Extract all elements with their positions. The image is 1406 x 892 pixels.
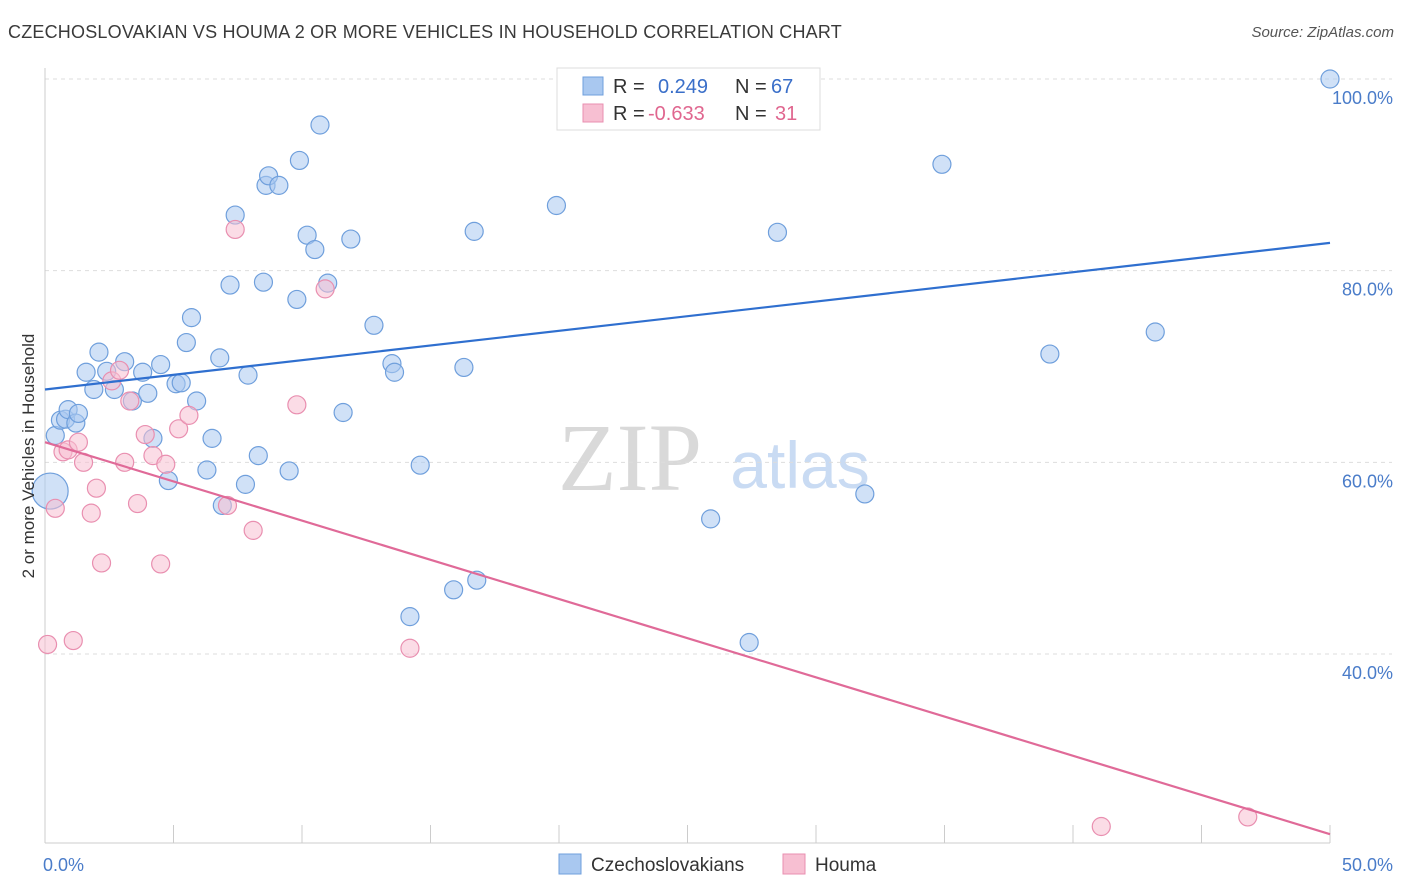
czechoslovakians-point-53 <box>464 221 484 241</box>
source-credit: Source: ZipAtlas.com <box>1251 24 1394 41</box>
houma-point-15 <box>135 424 155 445</box>
bottom-legend-swatch-pink <box>782 853 806 875</box>
czechoslovakians-point-45 <box>341 229 361 249</box>
y-tick-label-3: 40.0% <box>1342 663 1393 683</box>
legend-r-value-blue: 0.249 <box>658 76 708 98</box>
czechoslovakians-point-32 <box>248 446 268 466</box>
bottom-legend-houma: Houma <box>815 855 877 876</box>
czechoslovakians-point-39 <box>289 150 310 171</box>
houma-points <box>37 219 1258 837</box>
czechoslovakians-point-22 <box>181 308 202 328</box>
legend-n-value-blue: 67 <box>771 76 793 98</box>
houma-point-18 <box>156 454 176 474</box>
czechoslovakians-point-9 <box>89 342 109 362</box>
czechoslovakians-point-61 <box>855 484 875 504</box>
legend-n-label-blue: N = <box>735 76 767 98</box>
watermark-atlas: atlas <box>730 428 869 502</box>
x-tick-label-1: 50.0% <box>1342 855 1393 875</box>
houma-point-4 <box>63 630 83 651</box>
czechoslovakians-point-25 <box>202 428 222 448</box>
houma-point-9 <box>91 553 112 573</box>
houma-point-23 <box>243 520 263 540</box>
legend-swatch-pink <box>582 103 604 123</box>
y-tick-label-2: 60.0% <box>1342 471 1393 491</box>
houma-point-28 <box>1238 807 1258 827</box>
houma-trend-line <box>44 441 1331 836</box>
houma-point-7 <box>81 503 101 523</box>
czechoslovakians-point-42 <box>310 115 330 135</box>
bottom-legend-swatch-blue <box>558 853 582 875</box>
legend-r-label-pink: R = <box>613 103 645 125</box>
legend: R = 0.249 N = 67 R = -0.633 N = 31 <box>556 67 821 131</box>
houma-point-14 <box>127 493 148 514</box>
czechoslovakians-point-51 <box>444 580 464 600</box>
houma-point-5 <box>68 432 89 452</box>
czechoslovakians-point-65 <box>1320 69 1340 89</box>
czechoslovakians-point-64 <box>1145 322 1165 342</box>
bottom-legend: Czechoslovakians Houma <box>558 853 877 876</box>
czechoslovakians-point-26 <box>210 348 230 368</box>
houma-point-20 <box>179 405 199 425</box>
houma-point-0 <box>37 634 58 655</box>
houma-point-27 <box>1091 816 1111 837</box>
czechoslovakians-point-33 <box>253 272 274 292</box>
x-tick-label-0: 0.0% <box>43 855 84 875</box>
y-tick-label-1: 80.0% <box>1342 280 1393 300</box>
bottom-legend-czechoslovakians: Czechoslovakians <box>591 855 744 876</box>
czechoslovakians-point-24 <box>197 460 217 480</box>
czechoslovakians-point-17 <box>151 354 171 375</box>
czechoslovakians-point-15 <box>138 383 158 403</box>
czechoslovakians-point-58 <box>701 509 721 529</box>
watermark-zip: ZIP <box>558 404 702 511</box>
czechoslovakians-point-44 <box>333 402 353 423</box>
czechoslovakians-point-60 <box>767 222 788 242</box>
houma-point-26 <box>400 638 420 658</box>
czechoslovakians-point-20 <box>171 373 191 393</box>
czechoslovakians-point-55 <box>546 195 567 216</box>
houma-point-13 <box>120 391 140 411</box>
houma-point-8 <box>86 478 107 498</box>
houma-point-17 <box>151 554 171 574</box>
czechoslovakians-point-28 <box>220 275 240 295</box>
houma-point-22 <box>225 219 245 240</box>
y-axis-label: 2 or more Vehicles in Household <box>19 334 38 579</box>
czechoslovakians-point-31 <box>238 365 258 385</box>
czechoslovakians-point-49 <box>400 607 420 627</box>
grid-lines: 100.0% 80.0% 60.0% 40.0% <box>45 78 1393 683</box>
czechoslovakians-point-6 <box>68 403 89 424</box>
czechoslovakians-point-7 <box>76 362 96 382</box>
houma-point-11 <box>109 360 130 380</box>
legend-swatch-blue <box>582 76 604 96</box>
axes: 0.0% 50.0% <box>43 68 1393 875</box>
legend-n-value-pink: 31 <box>775 103 797 125</box>
legend-r-label-blue: R = <box>613 76 645 98</box>
czechoslovakians-point-50 <box>410 455 430 475</box>
trend-lines <box>44 241 1331 836</box>
czechoslovakians-point-48 <box>384 362 405 382</box>
houma-point-24 <box>287 395 307 415</box>
czechoslovakians-point-38 <box>287 289 307 310</box>
czechoslovakians-point-36 <box>269 175 289 195</box>
czechoslovakians-points <box>31 69 1340 653</box>
legend-r-value-pink: -0.633 <box>648 103 705 125</box>
czechoslovakians-point-37 <box>279 461 299 481</box>
czechoslovakians-point-41 <box>305 239 325 260</box>
czechoslovakians-point-21 <box>176 332 196 353</box>
houma-point-1 <box>45 498 65 518</box>
czechoslovakians-point-62 <box>932 154 952 174</box>
czechoslovakians-point-46 <box>364 315 384 335</box>
y-tick-label-0: 100.0% <box>1332 88 1393 108</box>
houma-point-25 <box>315 279 335 299</box>
czechoslovakians-point-52 <box>454 357 474 378</box>
houma-point-19 <box>169 419 189 439</box>
houma-point-21 <box>217 495 238 516</box>
chart-title: CZECHOSLOVAKIAN VS HOUMA 2 OR MORE VEHIC… <box>8 22 842 42</box>
czechoslovakians-trend-line <box>44 241 1331 391</box>
czechoslovakians-point-63 <box>1040 344 1060 364</box>
czechoslovakians-point-30 <box>235 474 256 494</box>
czechoslovakians-point-59 <box>739 632 759 653</box>
legend-n-label-pink: N = <box>735 103 767 125</box>
